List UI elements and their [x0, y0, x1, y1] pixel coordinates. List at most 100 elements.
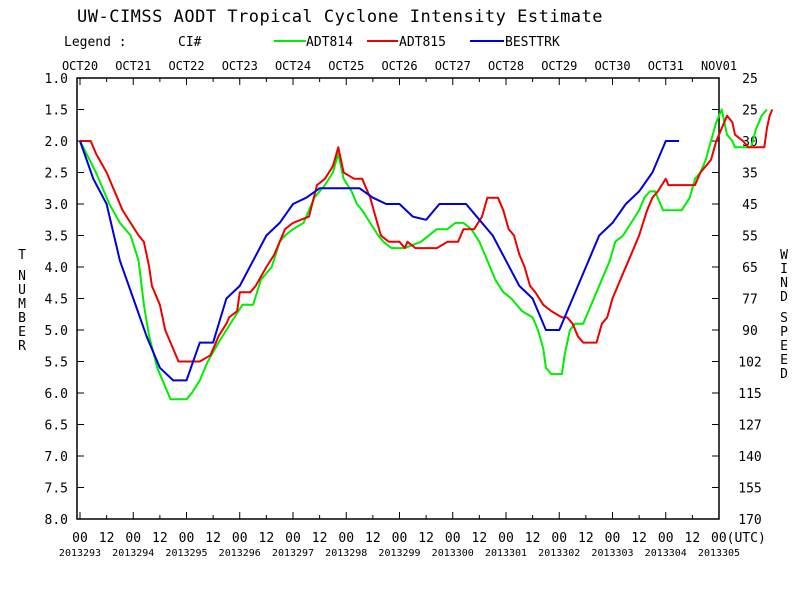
- y-tick-label: 2.5: [45, 167, 68, 182]
- series-line-adt815: [80, 109, 774, 363]
- series-line-adt814: [79, 108, 768, 401]
- hour-label: 00: [179, 531, 195, 546]
- svg-text:R: R: [18, 339, 26, 354]
- wind-tick-label: 45: [742, 198, 758, 213]
- julian-label: 2013294: [112, 548, 154, 559]
- y-tick-label: 1.5: [45, 104, 68, 119]
- hour-label: 00: [605, 531, 621, 546]
- legend: Legend : CI# ADT814 ADT815 BESTTRK: [64, 35, 560, 50]
- hour-label: 12: [259, 531, 275, 546]
- svg-text:U: U: [18, 283, 26, 298]
- svg-text:E: E: [780, 339, 788, 354]
- y-axis-right-label: W I N D S P E E D: [780, 248, 788, 382]
- hour-label: 12: [99, 531, 115, 546]
- y-tick-label: 6.5: [45, 419, 68, 434]
- y-tick-label: 1.0: [45, 72, 68, 87]
- date-label: OCT22: [168, 59, 204, 73]
- hour-label: 12: [472, 531, 488, 546]
- svg-text:M: M: [18, 297, 26, 312]
- series-lines: [79, 108, 774, 401]
- y-tick-label: 4.5: [45, 293, 68, 308]
- julian-label: 2013305: [698, 548, 740, 559]
- wind-tick-label: 25: [742, 104, 758, 119]
- hour-label: 12: [578, 531, 594, 546]
- hour-label: 00: [338, 531, 354, 546]
- hour-label: 00: [498, 531, 514, 546]
- hour-label: 00: [232, 531, 248, 546]
- hour-label: 00: [125, 531, 141, 546]
- date-label: NOV01: [701, 59, 737, 73]
- y-axis-left-label: T N U M B E R: [18, 248, 26, 354]
- y-tick-label: 6.0: [45, 387, 68, 402]
- hour-label: 00: [72, 531, 88, 546]
- julian-label: 2013298: [325, 548, 367, 559]
- wind-tick-label: 77: [742, 293, 758, 308]
- wind-tick-label: 25: [742, 72, 758, 87]
- wind-tick-label: 170: [738, 513, 761, 528]
- date-label: OCT25: [328, 59, 364, 73]
- y-tick-label: 2.0: [45, 135, 68, 150]
- hour-label: 12: [685, 531, 701, 546]
- svg-text:N: N: [18, 269, 26, 284]
- wind-tick-label: 127: [738, 419, 761, 434]
- date-label: OCT30: [594, 59, 630, 73]
- legend-label-adt815: ADT815: [399, 35, 446, 50]
- date-label: OCT31: [648, 59, 684, 73]
- hour-label: 12: [312, 531, 328, 546]
- y-tick-label: 3.5: [45, 230, 68, 245]
- svg-text:N: N: [780, 276, 788, 291]
- y-tick-label: 5.5: [45, 356, 68, 371]
- y-axis-left-tick-labels: 1.0 1.5 2.0 2.5 3.0 3.5 4.0 4.5 5.0 5.5 6.0 6.5 7.0 7…: [45, 72, 68, 528]
- hour-label: 00: [392, 531, 408, 546]
- julian-label: 2013301: [485, 548, 527, 559]
- svg-text:D: D: [780, 367, 788, 382]
- hour-label: 12: [418, 531, 434, 546]
- wind-tick-label: 90: [742, 324, 758, 339]
- wind-tick-label: 115: [738, 387, 761, 402]
- svg-text:E: E: [780, 353, 788, 368]
- svg-text:W: W: [780, 248, 788, 263]
- date-label: OCT20: [62, 59, 98, 73]
- legend-label-adt814: ADT814: [306, 35, 353, 50]
- plot-frame: [76, 77, 720, 520]
- julian-label: 2013300: [432, 548, 474, 559]
- y-tick-label: 5.0: [45, 324, 68, 339]
- svg-text:T: T: [18, 248, 26, 263]
- wind-tick-label: 102: [738, 356, 761, 371]
- date-label: OCT23: [222, 59, 258, 73]
- julian-label: 2013293: [59, 548, 101, 559]
- julian-label: 2013297: [272, 548, 314, 559]
- date-label: OCT24: [275, 59, 311, 73]
- svg-text:E: E: [18, 325, 26, 340]
- wind-tick-label: 55: [742, 230, 758, 245]
- svg-text:S: S: [780, 311, 788, 326]
- wind-tick-label: 65: [742, 261, 758, 276]
- y-tick-label: 7.5: [45, 482, 68, 497]
- julian-label: 2013295: [165, 548, 207, 559]
- hour-label: 00: [658, 531, 674, 546]
- legend-prefix: Legend :: [64, 35, 127, 50]
- date-label: OCT21: [115, 59, 151, 73]
- date-label: OCT28: [488, 59, 524, 73]
- x-axis-hour-labels: 00 12 00 12 00 12 00 12 00 12 00 12 00 12 00 12 00 12 00 12…: [72, 531, 766, 546]
- svg-text:B: B: [18, 311, 26, 326]
- hour-label: 00: [551, 531, 567, 546]
- hour-label: 12: [365, 531, 381, 546]
- julian-label: 2013303: [591, 548, 633, 559]
- x-axis-julian-labels: 2013293 2013294 2013295 2013296 2013297 20132…: [59, 548, 740, 559]
- svg-text:I: I: [780, 262, 788, 277]
- date-label: OCT27: [435, 59, 471, 73]
- chart-title: UW-CIMSS AODT Tropical Cyclone Intensity…: [77, 7, 603, 27]
- hour-label: 00: [445, 531, 461, 546]
- wind-tick-label: 140: [738, 450, 761, 465]
- svg-text:P: P: [780, 325, 788, 340]
- date-labels: OCT20 OCT21 OCT22 OCT23 OCT24 OCT25 OCT26 OCT27…: [62, 59, 737, 73]
- series-line-besttrk: [79, 140, 680, 382]
- legend-label-besttrk: BESTTRK: [505, 35, 560, 50]
- julian-label: 2013302: [538, 548, 580, 559]
- hour-label: 00(UTC): [711, 531, 766, 546]
- date-label: OCT26: [381, 59, 417, 73]
- legend-group: CI#: [178, 35, 202, 50]
